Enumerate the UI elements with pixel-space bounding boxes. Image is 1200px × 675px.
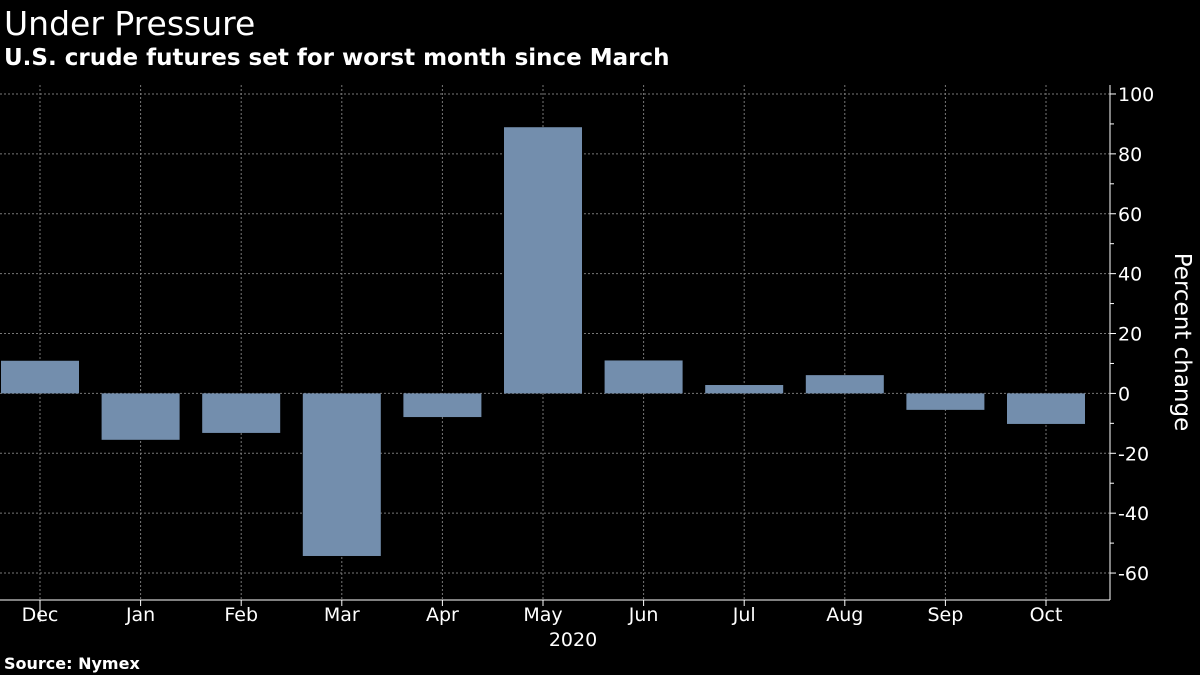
y-tick-label: 0 [1118, 383, 1130, 405]
y-tick-label: 100 [1118, 84, 1154, 106]
source-note: Source: Nymex [4, 654, 140, 673]
bar-apr [403, 393, 482, 418]
y-tick-label: 80 [1118, 144, 1142, 166]
y-tick-label: ‑40 [1118, 503, 1149, 525]
y-axis-label: Percent change [1169, 253, 1195, 432]
x-tick-label: Oct [1030, 604, 1063, 626]
x-tick-label: Apr [426, 604, 459, 626]
bar-aug [805, 375, 884, 394]
x-tick-label: Aug [826, 604, 863, 626]
bar-may [504, 127, 582, 394]
chart-title: Under Pressure [4, 4, 256, 43]
bar-dec [1, 360, 79, 394]
bar-jul [705, 385, 784, 394]
y-tick-label: ‑20 [1118, 443, 1149, 465]
x-tick-label: Mar [324, 604, 360, 626]
bar-jan [101, 393, 180, 440]
bar-sep [906, 393, 985, 410]
year-label: 2020 [549, 629, 597, 651]
chart-subtitle: U.S. crude futures set for worst month s… [4, 45, 670, 71]
bar-oct [1007, 393, 1085, 424]
y-tick-label: ‑60 [1118, 563, 1149, 585]
y-tick-label: 20 [1118, 324, 1142, 346]
x-tick-label: May [523, 604, 562, 626]
x-tick-label: Jan [125, 604, 155, 626]
bar-jun [604, 360, 683, 394]
y-tick-label: 60 [1118, 204, 1142, 226]
y-tick-label: 40 [1118, 264, 1142, 286]
bar-mar [302, 393, 381, 556]
x-tick-label: Sep [927, 604, 963, 626]
x-tick-label: Jul [732, 604, 756, 626]
bar-feb [202, 393, 281, 433]
x-tick-label: Jun [628, 604, 659, 626]
x-tick-label: Feb [224, 604, 258, 626]
